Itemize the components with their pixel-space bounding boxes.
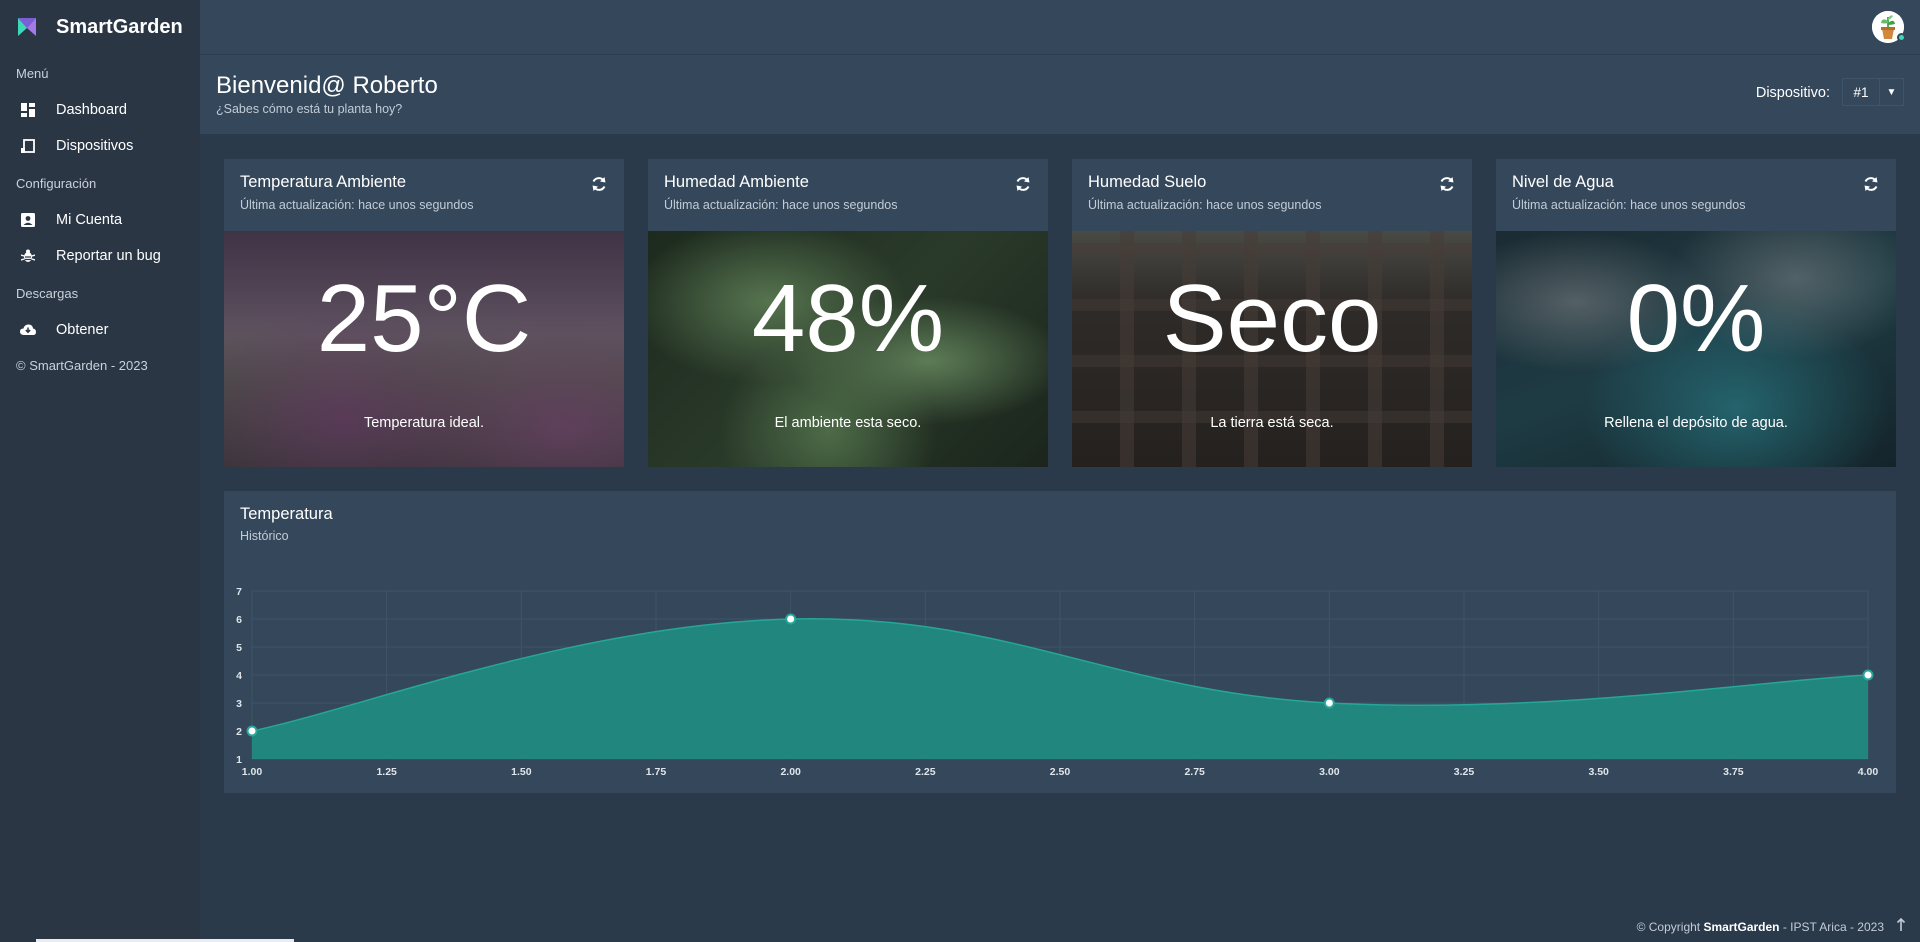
footer-brand: SmartGarden: [1703, 920, 1780, 934]
topbar: [200, 0, 1920, 54]
dashboard-icon: [20, 102, 36, 118]
sidebar-item-label: Obtener: [56, 322, 109, 338]
card-humedad-suelo: Humedad Suelo Última actualización: hace…: [1072, 159, 1472, 467]
account-box-icon: [20, 212, 36, 228]
data-point: [1862, 669, 1874, 681]
cast-icon: [20, 138, 36, 154]
card-updated: Última actualización: hace unos segundos: [240, 198, 474, 212]
device-label: Dispositivo:: [1755, 85, 1830, 101]
sidebar-item-label: Dispositivos: [56, 138, 134, 154]
footer-suffix: - IPST Arica - 2023: [1779, 920, 1884, 934]
sidebar-item-obtener[interactable]: Obtener: [0, 312, 200, 348]
card-title: Humedad Ambiente: [664, 173, 809, 191]
bug-icon: [20, 248, 36, 264]
sidebar-item-label: Reportar un bug: [56, 248, 161, 264]
footer: © Copyright SmartGarden - IPST Arica - 2…: [1637, 920, 1884, 934]
sidebar-item-reportar-bug[interactable]: Reportar un bug: [0, 238, 200, 274]
card-title: Temperatura Ambiente: [240, 173, 407, 191]
series-area: [252, 618, 1868, 759]
horizontal-scrollbar[interactable]: [36, 939, 294, 942]
refresh-icon[interactable]: [1014, 175, 1032, 193]
x-tick-label: 1.25: [376, 766, 397, 778]
chart-card-temperatura: 1.00 1.25 1.50 1.75 2.00 2.25 2.50 2.75 3.00 3.25…: [224, 491, 1896, 793]
card-value: 0%: [1626, 265, 1766, 372]
y-tick-label: 5: [236, 642, 242, 654]
sidebar-section-descargas: Descargas: [16, 286, 79, 301]
refresh-icon[interactable]: [590, 175, 608, 193]
device-select[interactable]: #1 ▼: [1842, 78, 1904, 106]
sidebar-section-configuracion: Configuración: [16, 176, 97, 191]
brand-name: SmartGarden: [56, 15, 183, 38]
refresh-icon[interactable]: [1438, 175, 1456, 193]
sidebar: SmartGarden Menú Dashboard Dispositivos …: [0, 0, 200, 942]
x-tick-label: 1.50: [511, 766, 532, 778]
card-message: La tierra está seca.: [1210, 415, 1334, 431]
card-background-image: Seco La tierra está seca.: [1072, 231, 1472, 467]
temperature-area-chart: 1.00 1.25 1.50 1.75 2.00 2.25 2.50 2.75 3.00 3.25…: [236, 586, 1879, 778]
card-message: Temperatura ideal.: [363, 415, 485, 431]
x-tick-label: 2.25: [915, 766, 936, 778]
x-tick-label: 1.75: [646, 766, 667, 778]
card-updated: Última actualización: hace unos segundos: [1088, 198, 1322, 212]
card-title: Nivel de Agua: [1512, 173, 1614, 191]
data-point: [246, 725, 258, 737]
card-updated: Última actualización: hace unos segundos: [664, 198, 898, 212]
card-humedad-ambiente: Humedad Ambiente Última actualización: h…: [648, 159, 1048, 467]
card-background-image: 0% Rellena el depósito de agua.: [1496, 231, 1896, 467]
sidebar-item-mi-cuenta[interactable]: Mi Cuenta: [0, 202, 200, 238]
x-tick-label: 2.75: [1184, 766, 1205, 778]
x-tick-label: 3.25: [1454, 766, 1475, 778]
series-line: [251, 617, 1869, 732]
y-tick-label: 3: [236, 698, 242, 710]
x-tick-label: 2.50: [1050, 766, 1071, 778]
data-point: [1323, 697, 1335, 709]
x-tick-label: 2.00: [780, 766, 801, 778]
footer-prefix: © Copyright: [1636, 920, 1704, 934]
sidebar-item-dashboard[interactable]: Dashboard: [0, 92, 200, 128]
device-select-value: #1: [1853, 84, 1869, 100]
card-message: Rellena el depósito de agua.: [1604, 415, 1788, 431]
page-header: Bienvenid@ Roberto ¿Sabes cómo está tu p…: [200, 54, 1920, 134]
refresh-icon[interactable]: [1862, 175, 1880, 193]
card-title: Humedad Suelo: [1088, 173, 1207, 191]
page-subtitle: ¿Sabes cómo está tu planta hoy?: [216, 102, 403, 116]
x-tick-label: 3.00: [1319, 766, 1340, 778]
data-point: [785, 613, 797, 625]
smartgarden-logo-icon: [18, 18, 36, 36]
sidebar-section-menu: Menú: [16, 66, 49, 81]
sidebar-item-label: Dashboard: [56, 102, 127, 118]
card-background-image: 25°C Temperatura ideal.: [224, 231, 624, 467]
brand[interactable]: SmartGarden: [0, 0, 200, 54]
plant-avatar-icon: [1872, 11, 1904, 43]
x-tick-label: 1.00: [242, 766, 263, 778]
card-updated: Última actualización: hace unos segundos: [1512, 198, 1746, 212]
y-tick-label: 4: [236, 670, 242, 682]
y-tick-label: 7: [236, 586, 242, 598]
y-tick-label: 6: [236, 614, 242, 626]
chevron-down-icon[interactable]: ▼: [1879, 79, 1903, 105]
x-tick-label: 4.00: [1858, 766, 1879, 778]
card-value: 25°C: [316, 265, 532, 372]
chart-subtitle: Histórico: [240, 529, 289, 543]
card-message: El ambiente esta seco.: [774, 415, 922, 431]
card-temperatura-ambiente: Temperatura Ambiente Última actualizació…: [224, 159, 624, 467]
card-background-image: 48% El ambiente esta seco.: [648, 231, 1048, 467]
chart-title: Temperatura: [240, 505, 333, 523]
cloud-download-icon: [20, 322, 36, 338]
page-title: Bienvenid@ Roberto: [216, 72, 438, 99]
y-tick-label: 1: [236, 754, 242, 766]
y-tick-label: 2: [236, 726, 242, 738]
arrow-up-icon[interactable]: [1896, 917, 1906, 934]
online-status-dot: [1897, 33, 1906, 42]
sidebar-item-dispositivos[interactable]: Dispositivos: [0, 128, 200, 164]
x-tick-label: 3.75: [1723, 766, 1744, 778]
sidebar-copyright: © SmartGarden - 2023: [16, 358, 148, 373]
x-tick-label: 3.50: [1588, 766, 1609, 778]
card-value: 48%: [751, 265, 945, 372]
sidebar-item-label: Mi Cuenta: [56, 212, 123, 228]
card-nivel-agua: Nivel de Agua Última actualización: hace…: [1496, 159, 1896, 467]
card-value: Seco: [1162, 265, 1382, 372]
